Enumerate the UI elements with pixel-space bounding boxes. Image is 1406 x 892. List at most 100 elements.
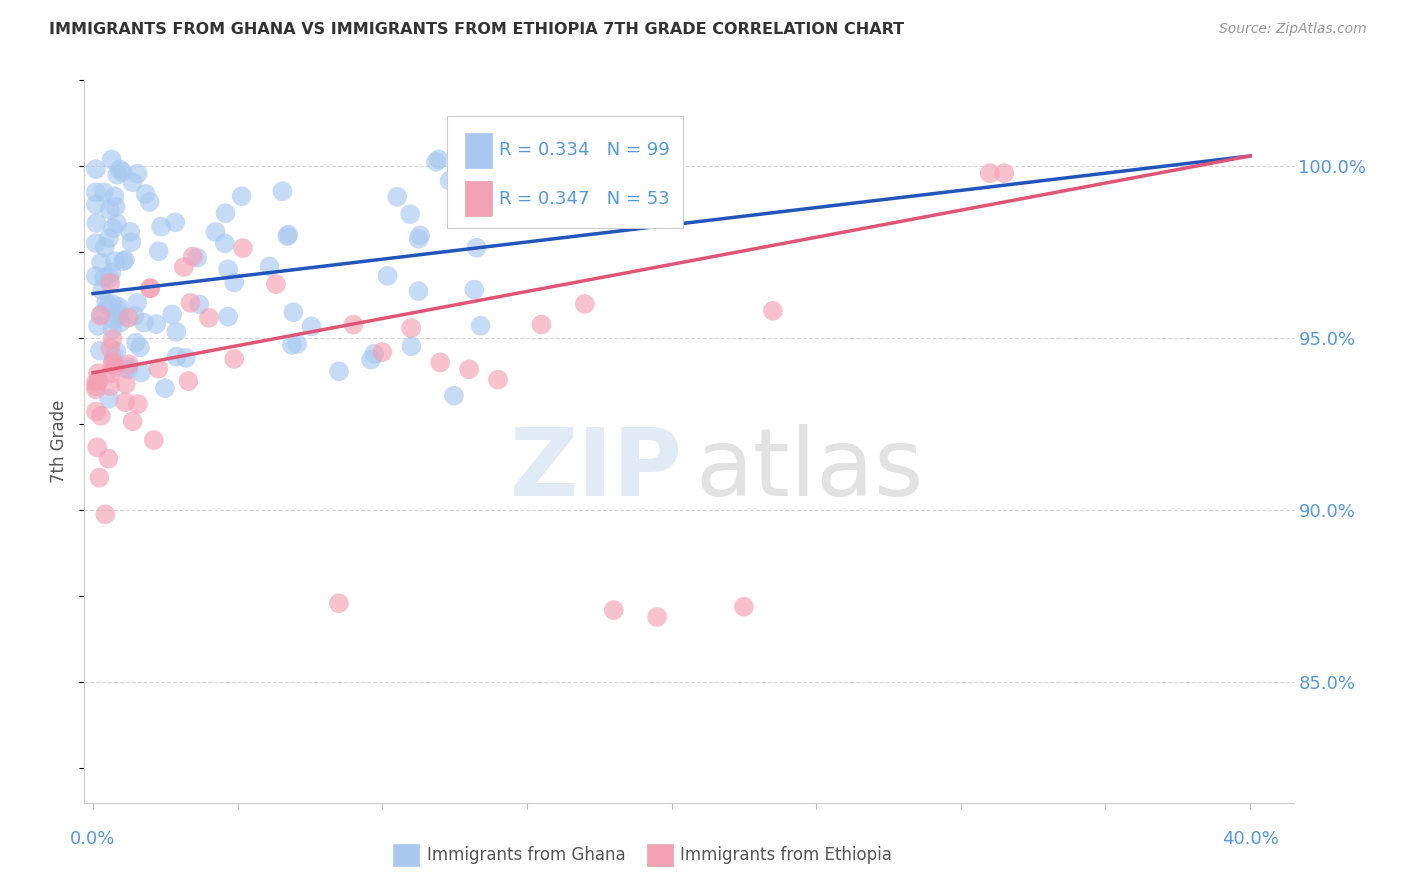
Point — [125, 335, 148, 350]
Point — [105, 344, 128, 359]
Point — [111, 165, 134, 179]
Point — [84, 383, 107, 397]
Point — [101, 332, 124, 346]
Point — [363, 347, 385, 361]
Point — [84, 379, 107, 393]
Point — [762, 303, 785, 318]
Point — [104, 254, 127, 268]
Point — [98, 341, 121, 355]
Point — [98, 271, 121, 285]
Point — [148, 244, 170, 259]
Point — [401, 339, 423, 353]
Point — [166, 350, 188, 364]
Point — [328, 596, 350, 610]
Text: R = 0.334   N = 99: R = 0.334 N = 99 — [499, 142, 669, 160]
Y-axis label: 7th Grade: 7th Grade — [51, 400, 69, 483]
Point — [427, 153, 450, 167]
Point — [86, 216, 108, 230]
Point — [177, 374, 200, 388]
Point — [94, 240, 117, 254]
Point — [328, 364, 350, 378]
Point — [98, 379, 121, 393]
Point — [530, 318, 553, 332]
Point — [94, 296, 117, 310]
Point — [107, 300, 129, 314]
Point — [108, 162, 131, 177]
Point — [97, 298, 120, 312]
Point — [97, 451, 120, 466]
Point — [281, 338, 304, 352]
Point — [114, 376, 136, 391]
Point — [87, 318, 110, 333]
Point — [574, 297, 596, 311]
Point — [603, 603, 626, 617]
Point — [87, 375, 110, 389]
Point — [100, 366, 122, 380]
Point — [733, 599, 755, 614]
Text: R = 0.347   N = 53: R = 0.347 N = 53 — [499, 190, 669, 208]
Point — [472, 189, 495, 203]
Point — [98, 392, 121, 406]
Point — [84, 186, 107, 200]
Point — [214, 236, 236, 251]
Point — [101, 296, 124, 310]
Point — [112, 254, 135, 268]
Point — [198, 310, 221, 325]
Point — [277, 227, 299, 242]
Point — [97, 231, 120, 245]
Point — [165, 215, 187, 229]
Point — [224, 276, 246, 290]
Point — [645, 610, 668, 624]
Point — [89, 470, 111, 484]
Point — [103, 189, 125, 203]
Point — [377, 268, 399, 283]
Point — [101, 221, 124, 235]
Point — [458, 362, 481, 376]
Point — [127, 397, 149, 411]
Point — [84, 162, 107, 177]
Point — [101, 354, 124, 368]
FancyBboxPatch shape — [647, 844, 673, 865]
Point — [129, 341, 152, 355]
Point — [117, 360, 139, 375]
Point — [117, 310, 139, 325]
Point — [127, 167, 149, 181]
Point — [360, 352, 382, 367]
Text: Source: ZipAtlas.com: Source: ZipAtlas.com — [1219, 22, 1367, 37]
Point — [103, 350, 125, 364]
Point — [121, 175, 143, 189]
FancyBboxPatch shape — [392, 844, 419, 865]
Point — [264, 277, 287, 291]
Point — [342, 318, 364, 332]
Point — [387, 190, 409, 204]
Point — [132, 316, 155, 330]
Point — [90, 307, 112, 321]
Point — [174, 351, 197, 365]
Point — [91, 283, 114, 297]
Text: Immigrants from Ghana: Immigrants from Ghana — [426, 846, 626, 863]
Text: Immigrants from Ethiopia: Immigrants from Ethiopia — [681, 846, 893, 863]
Point — [135, 186, 157, 201]
Point — [214, 206, 236, 220]
Point — [84, 269, 107, 284]
Point — [160, 308, 183, 322]
Point — [231, 189, 253, 203]
Point — [259, 260, 281, 274]
Point — [232, 241, 254, 255]
Point — [101, 322, 124, 336]
Point — [121, 414, 143, 428]
Point — [84, 376, 107, 390]
Text: 40.0%: 40.0% — [1222, 830, 1278, 848]
Point — [114, 395, 136, 409]
Point — [108, 308, 131, 322]
Point — [124, 309, 146, 323]
Point — [103, 313, 125, 327]
Point — [84, 236, 107, 251]
Point — [90, 409, 112, 423]
Point — [408, 284, 430, 298]
Point — [217, 310, 239, 324]
Point — [979, 166, 1001, 180]
Point — [408, 232, 430, 246]
Point — [114, 252, 136, 267]
Point — [101, 358, 124, 372]
